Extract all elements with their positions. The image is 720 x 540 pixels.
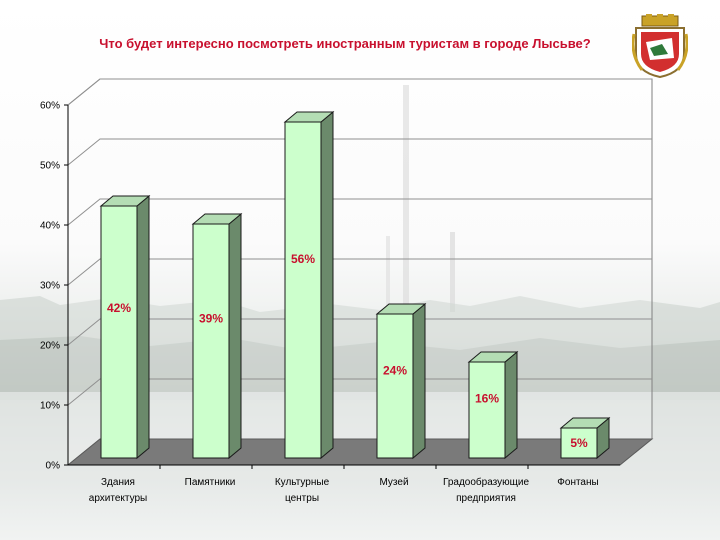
bar-side (504, 350, 518, 460)
bar (100, 205, 138, 459)
bar (468, 361, 506, 459)
bar-side (412, 302, 426, 460)
x-category-label: Градообразующие (443, 476, 529, 488)
x-category-label: предприятия (456, 493, 516, 504)
x-category-label: Фонтаны (557, 477, 598, 488)
gridline (67, 198, 652, 226)
x-category-label: Здания (101, 477, 135, 488)
x-category-label: Музей (379, 477, 408, 488)
chart-title: Что будет интересно посмотреть иностранн… (99, 36, 591, 51)
bar (284, 121, 322, 459)
gridline (67, 138, 652, 166)
gridline (67, 258, 652, 286)
y-tick-label: 60% (40, 101, 60, 112)
city-coat-of-arms-icon (632, 14, 688, 78)
data-label: 5% (570, 436, 588, 450)
gridline (67, 378, 652, 406)
bar-side (136, 194, 150, 460)
bar (560, 427, 598, 459)
data-label: 39% (199, 311, 223, 325)
bar-side (228, 212, 242, 460)
y-tick-label: 0% (46, 461, 61, 472)
data-label: 16% (475, 391, 499, 405)
data-label: 24% (383, 363, 407, 377)
gridline (67, 78, 652, 106)
y-tick-label: 40% (40, 221, 60, 232)
chart-back-wall (67, 78, 653, 466)
data-label: 42% (107, 301, 131, 315)
gridline (67, 318, 652, 346)
bar (376, 313, 414, 459)
y-tick-label: 50% (40, 161, 60, 172)
y-tick-label: 30% (40, 281, 60, 292)
x-category-label: архитектуры (89, 493, 147, 504)
bar (192, 223, 230, 459)
y-tick-label: 10% (40, 401, 60, 412)
bar-side (320, 110, 334, 460)
x-category-label: Культурные (275, 477, 330, 488)
data-label: 56% (291, 252, 315, 266)
y-tick-label: 20% (40, 341, 60, 352)
x-category-label: Памятники (185, 477, 236, 488)
x-category-label: центры (285, 493, 319, 504)
